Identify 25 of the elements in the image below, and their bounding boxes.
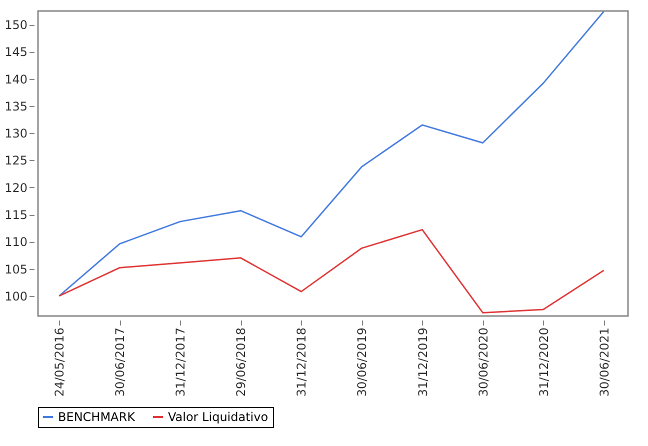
y-tick-label: 100 — [4, 289, 28, 304]
x-tick-label: 31/12/2020 — [536, 328, 551, 397]
y-tick-label: 130 — [4, 126, 28, 141]
x-tick-label: 31/12/2019 — [416, 328, 430, 397]
x-tick-label: 31/12/2017 — [174, 328, 188, 397]
x-tick-label: 24/05/2016 — [52, 328, 67, 397]
x-tick-label: 31/12/2018 — [294, 328, 309, 397]
y-tick-label: 110 — [4, 235, 28, 250]
y-tick-label: 115 — [4, 208, 28, 222]
legend-label: BENCHMARK — [58, 410, 136, 424]
x-tick-label: 30/06/2019 — [355, 328, 370, 397]
x-tick-label: 29/06/2018 — [234, 328, 248, 397]
y-tick-label: 120 — [4, 180, 28, 195]
y-tick-label: 105 — [4, 262, 28, 276]
line-series — [58, 228, 605, 314]
y-tick-label: 145 — [4, 45, 28, 60]
x-tick-label: 30/06/2020 — [476, 328, 490, 397]
y-tick-label: 135 — [4, 99, 28, 114]
y-tick-label: 140 — [4, 72, 28, 86]
y-tick-label: 150 — [4, 18, 28, 32]
x-tick-label: 30/06/2021 — [597, 328, 612, 397]
y-tick-label: 125 — [4, 154, 28, 168]
x-tick-label: 30/06/2017 — [113, 328, 128, 397]
line-series — [58, 10, 605, 297]
legend-label: Valor Liquidativo — [168, 410, 268, 424]
